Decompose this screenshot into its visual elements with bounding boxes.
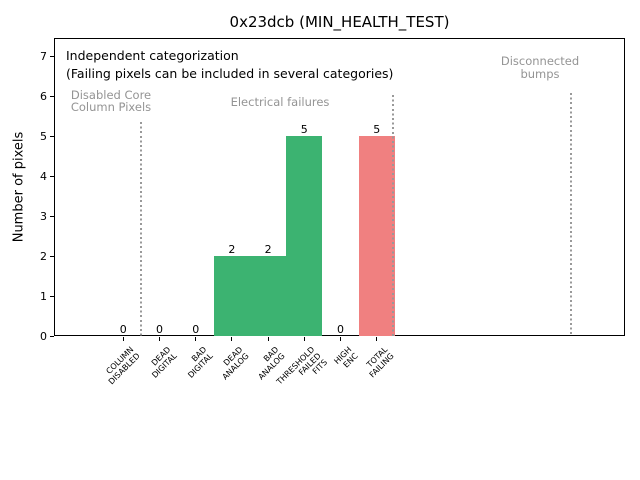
section-label-line: Disconnected <box>500 54 580 68</box>
annotation-independent-categorization: Independent categorization <box>66 48 239 63</box>
y-tick-label: 5 <box>40 129 47 143</box>
y-tick-label: 6 <box>40 89 47 103</box>
y-tick-mark <box>50 55 54 57</box>
bar-value-label: 2 <box>264 242 272 256</box>
bar-value-label: 0 <box>192 322 200 336</box>
bar-value-label: 2 <box>228 242 236 256</box>
y-tick-label: 2 <box>40 249 47 263</box>
x-tick-mark <box>195 337 197 341</box>
section-label-line: Disabled Core <box>70 88 152 102</box>
y-tick-mark <box>50 335 54 337</box>
section-label-disconnected-bumps: Disconnected bumps <box>501 55 579 80</box>
bar-value-label: 5 <box>373 122 381 136</box>
plot-area <box>54 38 625 336</box>
section-separator <box>391 95 394 336</box>
y-tick-mark <box>50 175 54 177</box>
x-tick-mark <box>122 337 124 341</box>
bar <box>213 256 250 336</box>
bar-value-label: 0 <box>156 322 163 336</box>
bar-value-label: 0 <box>119 322 127 336</box>
bar <box>358 136 395 336</box>
bar <box>286 136 323 336</box>
x-tick-mark <box>376 337 378 341</box>
y-tick-label: 7 <box>40 49 47 63</box>
x-tick-mark <box>340 337 341 341</box>
x-tick-mark <box>159 337 160 341</box>
y-axis-label: Number of pixels <box>11 131 27 243</box>
x-tick-mark <box>267 337 269 341</box>
bar <box>250 256 287 336</box>
y-tick-label: 0 <box>40 329 47 343</box>
bar-value-label: 0 <box>337 322 344 336</box>
section-label-electrical-failures: Electrical failures <box>231 96 330 108</box>
y-tick-mark <box>50 255 54 257</box>
section-label-line: Electrical failures <box>230 95 330 109</box>
y-tick-mark <box>50 95 54 97</box>
annotation-failing-pixels-note: (Failing pixels can be included in sever… <box>66 66 394 81</box>
y-tick-label: 4 <box>40 169 47 183</box>
y-tick-mark <box>50 215 54 217</box>
section-separator <box>140 122 143 336</box>
section-label-disabled-core-column-pixels: Disabled Core Column Pixels <box>71 89 151 113</box>
bar-value-label: 5 <box>300 122 308 136</box>
x-tick-mark <box>303 337 305 341</box>
section-label-line: Column Pixels <box>70 100 152 114</box>
y-tick-mark <box>50 295 54 297</box>
y-tick-label: 3 <box>40 209 47 223</box>
section-separator <box>569 93 572 336</box>
x-tick-mark <box>231 337 233 341</box>
y-tick-mark <box>50 135 54 137</box>
chart-title: 0x23dcb (MIN_HEALTH_TEST) <box>229 13 450 31</box>
section-label-line: bumps <box>520 66 560 81</box>
y-tick-label: 1 <box>40 289 47 303</box>
